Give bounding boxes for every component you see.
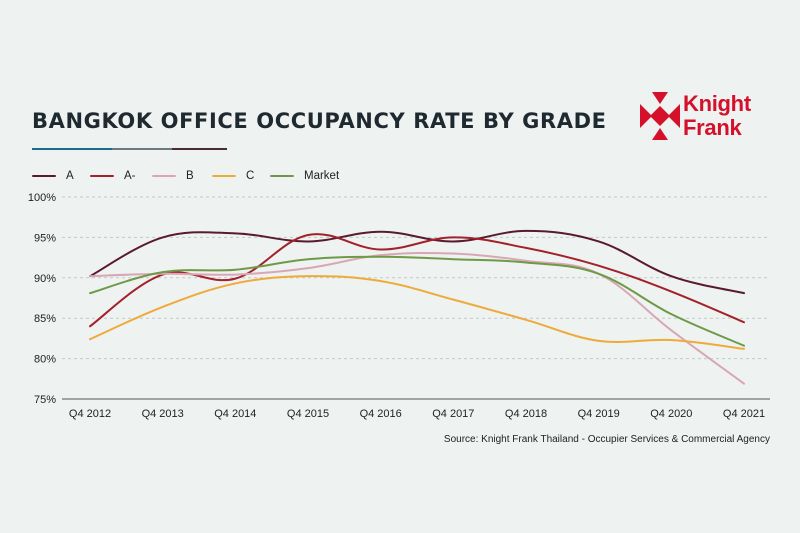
x-tick-label: Q4 2016 (360, 408, 402, 420)
legend-label: Market (304, 170, 340, 182)
y-tick-label: 100% (28, 192, 56, 204)
logo-text-line1: Knight (683, 91, 751, 116)
title-rule-segment (172, 148, 227, 150)
x-tick-label: Q4 2019 (578, 408, 620, 420)
legend-item-a: A (32, 170, 90, 182)
legend-label: A- (124, 170, 136, 182)
chart-title: BANGKOK OFFICE OCCUPANCY RATE BY GRADE (32, 109, 607, 133)
y-tick-label: 90% (34, 273, 56, 285)
y-tick-label: 75% (34, 394, 56, 406)
legend-swatch (270, 174, 294, 178)
chart-legend: A A- B C Market (32, 168, 350, 184)
legend-swatch (212, 174, 236, 178)
x-tick-label: Q4 2017 (432, 408, 474, 420)
series-line-a- (89, 233, 745, 328)
legend-swatch (32, 174, 56, 178)
legend-swatch (152, 174, 176, 178)
series-line-b (89, 251, 745, 385)
logo-mark-diamond (650, 106, 670, 126)
x-tick-label: Q4 2012 (69, 408, 111, 420)
legend-label: C (246, 170, 255, 182)
logo-text-line2: Frank (683, 115, 742, 140)
legend-swatch (90, 174, 114, 178)
title-rule-segment (32, 148, 112, 150)
y-tick-label: 80% (34, 354, 56, 366)
legend-item-c: C (212, 170, 270, 182)
x-tick-label: Q4 2014 (214, 408, 256, 420)
y-tick-label: 85% (34, 313, 56, 325)
legend-label: A (66, 170, 74, 182)
series-line-a (89, 229, 745, 295)
x-tick-label: Q4 2013 (142, 408, 184, 420)
legend-item-a-: A- (90, 170, 152, 182)
x-tick-label: Q4 2021 (723, 408, 765, 420)
x-tick-label: Q4 2020 (650, 408, 692, 420)
x-tick-label: Q4 2018 (505, 408, 547, 420)
title-rule-segment (112, 148, 172, 150)
x-tick-label: Q4 2015 (287, 408, 329, 420)
series-line-c (89, 275, 745, 350)
legend-item-b: B (152, 170, 212, 182)
legend-item-market: Market (270, 170, 350, 182)
y-tick-label: 95% (34, 232, 56, 244)
knight-frank-logo-mark (640, 92, 680, 140)
legend-label: B (186, 170, 194, 182)
series-line-market (89, 255, 745, 347)
source-note: Source: Knight Frank Thailand - Occupier… (443, 434, 770, 445)
